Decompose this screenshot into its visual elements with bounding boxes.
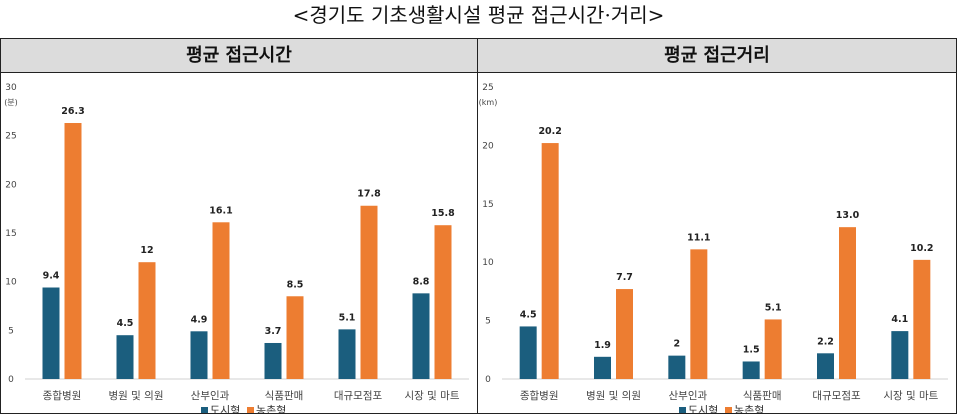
chart-title-distance: 평균 접근거리 xyxy=(478,39,956,73)
y-tick-label: 10 xyxy=(482,258,494,268)
bar-urban xyxy=(817,353,834,379)
page-title: <경기도 기초생활시설 평균 접근시간·거리> xyxy=(292,3,665,27)
y-tick-label: 25 xyxy=(5,132,16,142)
y-tick-label: 0 xyxy=(8,375,14,385)
category-label: 산부인과 xyxy=(191,390,230,402)
legend-label-rural: 농촌형 xyxy=(256,404,286,413)
bar-urban xyxy=(519,326,537,379)
data-label: 12 xyxy=(140,245,153,256)
y-tick-label: 25 xyxy=(482,83,493,93)
category-label: 식품판매 xyxy=(743,390,782,402)
bar-urban xyxy=(116,335,134,379)
category-label: 병원 및 의원 xyxy=(109,390,164,402)
data-label: 9.4 xyxy=(43,271,60,282)
y-axis-unit: (분) xyxy=(4,98,18,107)
bar-urban xyxy=(338,329,356,379)
data-label: 16.1 xyxy=(209,205,232,216)
legend-label-urban: 도시형 xyxy=(688,404,718,413)
bar-urban xyxy=(891,331,909,379)
legend-swatch-rural xyxy=(725,407,732,413)
y-tick-label: 15 xyxy=(5,229,16,239)
data-label: 13.0 xyxy=(836,210,860,221)
bar-rural xyxy=(541,143,559,379)
bar-rural xyxy=(690,249,708,379)
data-label: 20.2 xyxy=(538,126,561,137)
data-label: 15.8 xyxy=(431,208,455,219)
legend-label-rural: 농촌형 xyxy=(734,404,764,413)
legend-swatch-urban xyxy=(201,407,208,413)
bar-rural xyxy=(64,123,82,379)
data-label: 8.8 xyxy=(413,276,430,287)
bar-rural xyxy=(360,205,378,379)
bar-rural xyxy=(616,289,633,379)
bar-rural xyxy=(913,259,931,379)
category-label: 대규모점포 xyxy=(334,390,383,402)
category-label: 시장 및 마트 xyxy=(405,390,460,402)
data-label: 11.1 xyxy=(687,232,710,243)
category-label: 병원 및 의원 xyxy=(586,390,641,402)
data-label: 1.9 xyxy=(594,340,611,351)
data-label: 3.7 xyxy=(265,326,282,337)
category-label: 식품판매 xyxy=(265,390,304,402)
data-label: 17.8 xyxy=(357,189,381,200)
data-label: 8.5 xyxy=(287,279,304,290)
y-tick-label: 15 xyxy=(482,200,493,210)
bar-urban xyxy=(264,342,282,379)
data-label: 5.1 xyxy=(765,302,782,313)
data-label: 4.5 xyxy=(117,318,134,329)
bar-rural xyxy=(764,319,782,379)
legend-swatch-urban xyxy=(679,407,686,413)
y-tick-label: 20 xyxy=(482,141,494,151)
category-label: 대규모점포 xyxy=(812,390,861,402)
bar-urban xyxy=(412,293,430,379)
chart-panel-time: 평균 접근시간 0 5 10 15 20 25 30 (분) 9.4 26.3 종합병원 4.5 12 병… xyxy=(0,38,478,414)
data-label: 1.5 xyxy=(743,344,760,355)
y-tick-label: 5 xyxy=(8,326,14,336)
data-label: 4.9 xyxy=(191,314,208,325)
chart-panel-distance: 평균 접근거리 0 5 10 15 20 25 (km) 4.5 20.2 종합병원 1.9 7.7 병… xyxy=(477,38,957,414)
bar-urban xyxy=(190,331,208,379)
data-label: 5.1 xyxy=(339,312,356,323)
bar-rural xyxy=(839,227,856,379)
chart-title-time: 평균 접근시간 xyxy=(1,39,477,73)
data-label: 4.1 xyxy=(891,314,908,325)
legend-swatch-rural xyxy=(247,407,254,413)
y-tick-label: 30 xyxy=(5,83,17,93)
chart-distance: 0 5 10 15 20 25 (km) 4.5 20.2 종합병원 1.9 7.7 병원 및 의원 2 1… xyxy=(479,83,948,413)
data-label: 2.2 xyxy=(817,336,834,347)
legend-label-urban: 도시형 xyxy=(210,404,240,413)
bar-rural xyxy=(212,222,230,379)
data-label: 2 xyxy=(674,339,681,350)
y-tick-label: 5 xyxy=(485,317,491,327)
bar-rural xyxy=(138,262,156,379)
y-axis-unit: (km) xyxy=(479,98,498,107)
category-label: 시장 및 마트 xyxy=(883,390,938,402)
data-label: 7.7 xyxy=(616,272,633,283)
chart-time: 0 5 10 15 20 25 30 (분) 9.4 26.3 종합병원 4.5 12 병원 및 의원 4.… xyxy=(4,83,469,413)
y-tick-label: 20 xyxy=(5,180,17,190)
bar-urban xyxy=(668,355,686,379)
category-label: 산부인과 xyxy=(669,390,708,402)
y-tick-label: 10 xyxy=(5,278,17,288)
bar-urban xyxy=(594,356,611,379)
category-label: 종합병원 xyxy=(43,390,82,402)
data-label: 10.2 xyxy=(910,243,933,254)
bar-rural xyxy=(286,296,304,379)
bar-rural xyxy=(434,225,452,379)
data-label: 26.3 xyxy=(61,106,84,117)
bar-urban xyxy=(742,361,760,379)
data-label: 4.5 xyxy=(520,309,537,320)
bar-urban xyxy=(42,287,60,379)
y-tick-label: 0 xyxy=(485,375,491,385)
category-label: 종합병원 xyxy=(520,390,559,402)
